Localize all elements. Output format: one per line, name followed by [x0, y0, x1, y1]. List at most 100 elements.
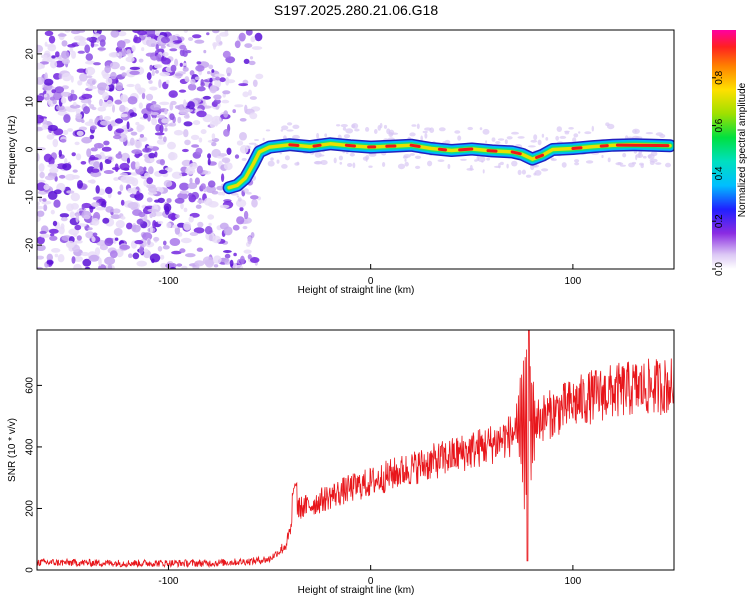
noise-blob: [146, 72, 152, 81]
noise-blob: [55, 51, 60, 58]
noise-blob: [242, 91, 249, 98]
noise-blob: [134, 83, 141, 91]
noise-blob: [68, 228, 80, 236]
noise-blob: [85, 231, 95, 239]
ridge-speckle: [230, 193, 239, 196]
noise-blob: [58, 149, 62, 157]
noise-blob: [208, 234, 213, 242]
noise-blob: [52, 138, 59, 148]
noise-blob: [128, 253, 133, 258]
snr-series-line: [37, 330, 674, 569]
colorbar-label: Normalized spectral amplitude: [737, 82, 748, 217]
snr-y-tick-label: 200: [25, 500, 36, 517]
noise-blob: [164, 127, 168, 132]
noise-blob: [138, 246, 144, 255]
snr-y-tick-label: 0: [25, 567, 36, 573]
noise-blob: [146, 38, 157, 47]
ridge-speckle: [617, 162, 622, 165]
noise-blob: [164, 205, 170, 215]
noise-blob: [39, 171, 45, 179]
noise-blob: [160, 262, 168, 269]
ridge-speckle: [414, 155, 422, 159]
snr-x-tick-label: 0: [368, 576, 374, 587]
noise-blob: [93, 62, 101, 66]
noise-blob: [195, 65, 205, 72]
noise-blob: [184, 139, 191, 146]
noise-blob: [203, 197, 213, 206]
spectrogram-x-ticks: -100 0 100: [158, 264, 582, 287]
noise-blob: [238, 83, 249, 87]
ridge-speckle: [281, 164, 288, 169]
noise-blob: [148, 80, 153, 84]
colorbar-ticks: 0.0 0.2 0.4 0.6 0.8: [712, 70, 725, 276]
noise-blob: [120, 113, 128, 118]
noise-blob: [49, 228, 59, 234]
noise-blob: [211, 69, 215, 73]
noise-blob: [155, 44, 159, 51]
noise-blob: [66, 203, 74, 212]
noise-blob: [158, 169, 168, 174]
colorbar: 0.0 0.2 0.4 0.6 0.8 Normalized spectral ampl…: [712, 30, 748, 276]
noise-blob: [74, 141, 80, 146]
noise-blob: [119, 244, 131, 250]
noise-blob: [232, 224, 240, 231]
noise-blob: [107, 264, 113, 269]
ridge-peak-segment: [458, 147, 474, 152]
noise-blob: [145, 52, 156, 57]
noise-blob: [251, 198, 258, 208]
noise-blob: [138, 136, 148, 142]
noise-blob: [191, 144, 200, 148]
noise-blob: [182, 62, 187, 66]
ridge-speckle: [665, 162, 671, 168]
noise-blob: [221, 157, 231, 163]
ridge-speckle: [534, 170, 542, 176]
noise-blob: [202, 95, 211, 100]
noise-blob: [212, 30, 220, 34]
snr-panel: -100 0 100 0 200 400 600 Height of straight l…: [7, 329, 675, 596]
spectrogram-y-tick-label: -20: [25, 237, 36, 252]
ridge-speckle: [642, 155, 647, 159]
noise-blob: [145, 93, 154, 101]
noise-blob: [101, 201, 107, 209]
noise-blob: [196, 247, 204, 252]
noise-blob: [239, 132, 247, 141]
noise-blob: [134, 240, 144, 245]
noise-blob: [54, 86, 65, 94]
noise-blob: [101, 146, 112, 152]
noise-blob: [166, 222, 172, 229]
noise-blob: [115, 153, 123, 159]
noise-blob: [127, 187, 134, 194]
noise-blob: [127, 96, 138, 105]
noise-blob: [81, 136, 92, 144]
ridge-speckle: [427, 160, 433, 167]
noise-blob: [37, 76, 45, 85]
noise-blob: [71, 174, 80, 180]
noise-blob: [207, 71, 211, 75]
noise-blob: [75, 113, 83, 120]
noise-blob: [37, 255, 44, 260]
noise-blob: [126, 121, 130, 130]
ridge-speckle: [267, 160, 275, 167]
noise-blob: [247, 236, 252, 245]
noise-blob: [198, 137, 203, 143]
noise-blob: [153, 236, 160, 242]
ridge-speckle: [635, 154, 638, 161]
ridge-speckle: [497, 138, 505, 141]
noise-blob: [93, 161, 100, 169]
ridge-speckle: [568, 127, 574, 130]
noise-blob: [132, 252, 140, 260]
noise-blob: [100, 120, 111, 126]
noise-blob: [95, 185, 100, 194]
noise-blob: [58, 226, 65, 235]
noise-blob: [103, 140, 110, 146]
noise-blob: [108, 156, 113, 161]
ridge-speckle: [574, 159, 580, 163]
ridge-speckle: [545, 137, 549, 141]
ridge-speckle: [486, 157, 490, 161]
noise-blob: [43, 184, 50, 191]
noise-blob: [189, 162, 198, 170]
noise-blob: [149, 86, 158, 91]
ridge-speckle: [339, 161, 343, 165]
noise-blob: [113, 177, 119, 181]
noise-blob: [93, 142, 104, 149]
